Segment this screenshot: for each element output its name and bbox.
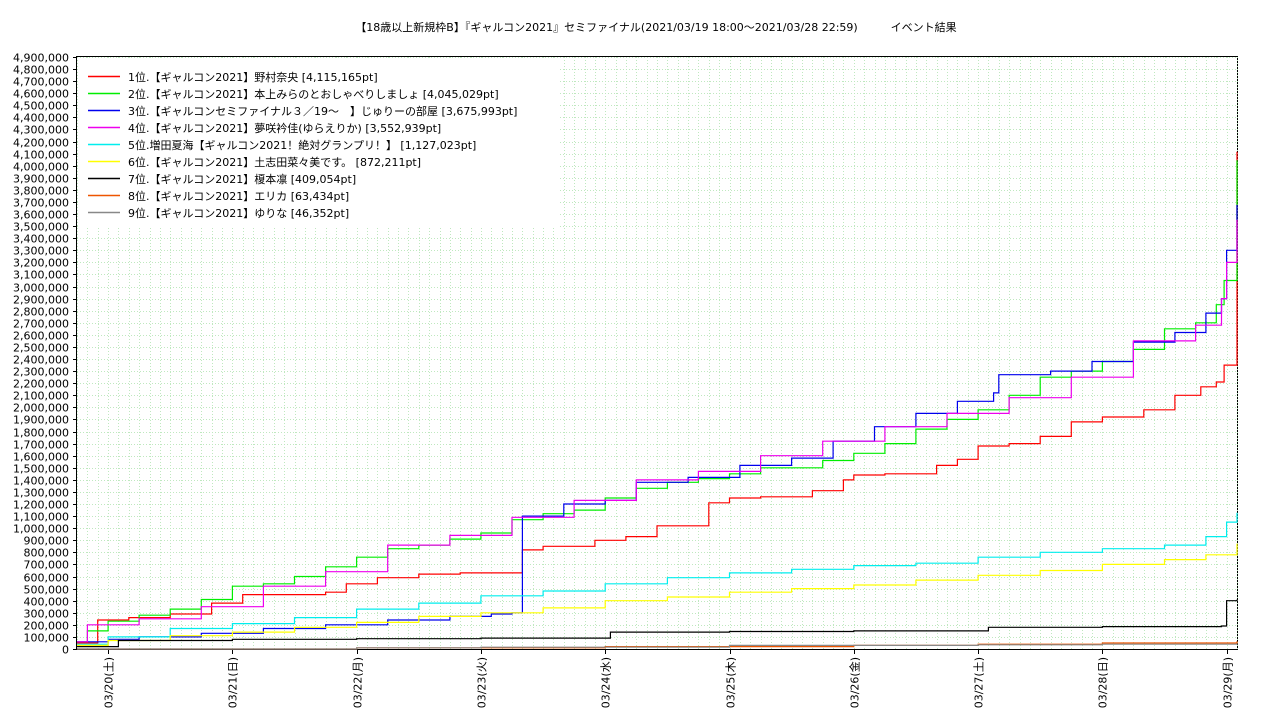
x-tick-label: 03/29(月) bbox=[1222, 657, 1235, 708]
y-tick-label: 3,600,000 bbox=[13, 209, 69, 222]
legend-label: 5位.増田夏海【ギャルコン2021！絶対グランプリ！】 [1,127,023pt… bbox=[128, 138, 476, 152]
y-tick-label: 1,400,000 bbox=[13, 475, 69, 488]
y-tick-label: 1,300,000 bbox=[13, 487, 69, 500]
y-tick-label: 4,400,000 bbox=[13, 112, 69, 125]
x-axis: 03/20(土) 03/21(日) 03/22(月) 03/23(火) 03/24(水)… bbox=[103, 649, 1235, 708]
y-tick-label: 2,100,000 bbox=[13, 390, 69, 403]
y-tick-label: 4,800,000 bbox=[13, 64, 69, 77]
y-tick-label: 0 bbox=[62, 644, 69, 657]
legend-label: 7位.【ギャルコン2021】榎本凛 [409,054pt] bbox=[128, 172, 356, 186]
legend-label: 8位.【ギャルコン2021】エリカ [63,434pt] bbox=[128, 189, 349, 203]
y-tick-label: 2,800,000 bbox=[13, 306, 69, 319]
y-tick-label: 1,500,000 bbox=[13, 463, 69, 476]
y-tick-label: 2,500,000 bbox=[13, 342, 69, 355]
chart-title: 【18歳以上新規枠B】『ギャルコン2021』セミファイナル(2021/03/19… bbox=[355, 20, 956, 34]
x-tick-label: 03/23(火) bbox=[476, 657, 489, 708]
y-tick-label: 4,900,000 bbox=[13, 52, 69, 65]
x-tick-label: 03/27(土) bbox=[973, 657, 986, 708]
y-tick-label: 800,000 bbox=[24, 547, 70, 560]
legend-label: 6位.【ギャルコン2021】土志田菜々美です。 [872,211pt] bbox=[128, 155, 421, 169]
legend: 1位.【ギャルコン2021】野村奈央 [4,115,165pt] 2位.【ギャルコ… bbox=[78, 58, 560, 228]
y-tick-label: 2,400,000 bbox=[13, 354, 69, 367]
x-tick-label: 03/25(木) bbox=[725, 657, 738, 708]
y-tick-label: 2,700,000 bbox=[13, 318, 69, 331]
x-tick-label: 03/20(土) bbox=[103, 657, 116, 708]
y-tick-label: 2,300,000 bbox=[13, 366, 69, 379]
y-tick-label: 3,800,000 bbox=[13, 185, 69, 198]
y-tick-label: 500,000 bbox=[24, 584, 70, 597]
y-tick-label: 4,600,000 bbox=[13, 88, 69, 101]
y-tick-label: 300,000 bbox=[24, 608, 70, 621]
series-line-5 bbox=[77, 512, 1238, 645]
y-tick-label: 4,700,000 bbox=[13, 76, 69, 89]
y-tick-label: 1,800,000 bbox=[13, 427, 69, 440]
series-lines bbox=[77, 151, 1238, 650]
series-line-9 bbox=[77, 643, 1238, 650]
x-tick-label: 03/21(日) bbox=[227, 657, 240, 708]
y-tick-label: 1,600,000 bbox=[13, 451, 69, 464]
y-tick-label: 900,000 bbox=[24, 535, 70, 548]
legend-label: 4位.【ギャルコン2021】夢咲衿佳(ゆらえりか) [3,552,939pt] bbox=[128, 121, 441, 135]
y-tick-label: 4,100,000 bbox=[13, 149, 69, 162]
legend-label: 9位.【ギャルコン2021】ゆりな [46,352pt] bbox=[128, 206, 349, 220]
y-tick-label: 4,500,000 bbox=[13, 100, 69, 113]
series-line-4 bbox=[77, 219, 1238, 643]
y-tick-label: 3,900,000 bbox=[13, 173, 69, 186]
y-tick-label: 1,200,000 bbox=[13, 499, 69, 512]
y-tick-label: 3,000,000 bbox=[13, 282, 69, 295]
x-tick-label: 03/24(水) bbox=[600, 657, 613, 708]
y-tick-label: 2,200,000 bbox=[13, 378, 69, 391]
y-tick-label: 3,400,000 bbox=[13, 233, 69, 246]
y-tick-label: 3,700,000 bbox=[13, 197, 69, 210]
y-tick-label: 1,900,000 bbox=[13, 414, 69, 427]
y-tick-label: 700,000 bbox=[24, 559, 70, 572]
y-tick-label: 600,000 bbox=[24, 572, 70, 585]
legend-label: 3位.【ギャルコンセミファイナル３／19～ 】じゅりーの部屋 [3,675,99… bbox=[128, 104, 517, 118]
series-line-1 bbox=[77, 151, 1238, 644]
series-line-7 bbox=[77, 599, 1238, 648]
y-tick-label: 3,300,000 bbox=[13, 245, 69, 258]
series-line-2 bbox=[77, 160, 1238, 643]
legend-label: 2位.【ギャルコン2021】本上みらのとおしゃべりしましょ [4,045,029… bbox=[128, 87, 499, 101]
y-tick-label: 4,000,000 bbox=[13, 161, 69, 174]
grid-lines bbox=[77, 57, 1238, 649]
y-tick-label: 3,100,000 bbox=[13, 269, 69, 282]
x-tick-label: 03/26(金) bbox=[848, 657, 862, 708]
y-tick-label: 2,900,000 bbox=[13, 294, 69, 307]
y-tick-label: 1,700,000 bbox=[13, 439, 69, 452]
x-tick-label: 03/28(日) bbox=[1097, 657, 1110, 708]
legend-label: 1位.【ギャルコン2021】野村奈央 [4,115,165pt] bbox=[128, 70, 378, 84]
y-tick-label: 1,100,000 bbox=[13, 511, 69, 524]
series-line-6 bbox=[77, 543, 1238, 646]
y-tick-label: 3,500,000 bbox=[13, 221, 69, 234]
y-tick-label: 1,000,000 bbox=[13, 523, 69, 536]
y-tick-label: 3,200,000 bbox=[13, 257, 69, 270]
y-tick-label: 400,000 bbox=[24, 596, 70, 609]
y-tick-label: 4,200,000 bbox=[13, 137, 69, 150]
y-tick-label: 100,000 bbox=[24, 632, 70, 645]
x-tick-label: 03/22(月) bbox=[352, 657, 365, 708]
y-tick-label: 200,000 bbox=[24, 620, 70, 633]
y-tick-label: 2,000,000 bbox=[13, 402, 69, 415]
y-tick-label: 2,600,000 bbox=[13, 330, 69, 343]
legend-background bbox=[78, 58, 560, 228]
y-axis: 0100,000200,000300,000400,000500,000600,… bbox=[13, 52, 77, 657]
y-tick-label: 4,300,000 bbox=[13, 124, 69, 137]
